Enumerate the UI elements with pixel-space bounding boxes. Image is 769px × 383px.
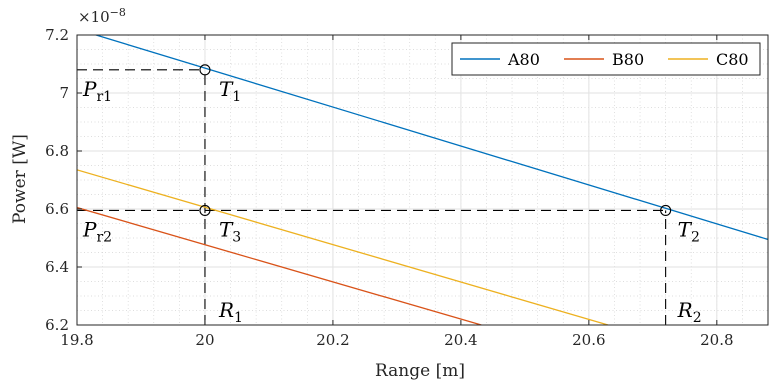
plot-frame	[76, 34, 769, 326]
intersection-marker	[199, 64, 211, 76]
annotation-r1: R1	[218, 298, 243, 326]
legend-label-a80: A80	[507, 50, 540, 69]
legend-label-b80: B80	[612, 50, 644, 69]
grid	[76, 34, 769, 326]
y-tick-label: 7.2	[45, 26, 69, 44]
x-tick-label: 20.2	[316, 331, 349, 349]
x-tick-label: 20.4	[444, 331, 477, 349]
x-axis-label: Range [m]	[375, 361, 465, 381]
annotation-t3: T3	[219, 217, 241, 245]
legend: A80 B80 C80	[451, 42, 761, 76]
x-tick-label: 20.8	[700, 331, 733, 349]
series-lines	[77, 35, 768, 325]
series-line-c80	[77, 169, 609, 325]
annotation-pr1: Pr1	[82, 77, 112, 105]
annotation-t2: T2	[678, 217, 700, 245]
guide-lines	[77, 69, 667, 325]
annotation-t1: T1	[219, 77, 241, 105]
axes-frame	[76, 34, 769, 326]
y-exponent-base: ×10	[78, 8, 110, 26]
tick-labels: 19.8 20 20.2 20.4 20.6 20.8 6.2 6.4 6.6 6.8 7 7.2	[45, 26, 733, 349]
series-line-b80	[77, 206, 482, 325]
x-tick-label: 20.6	[572, 331, 605, 349]
y-exponent-power: −8	[110, 6, 126, 19]
x-tick-label: 19.8	[60, 331, 93, 349]
y-tick-label: 6.4	[45, 258, 69, 276]
point-markers	[199, 64, 672, 216]
intersection-marker	[660, 204, 672, 216]
series-line-a80	[93, 35, 768, 241]
legend-box	[451, 42, 761, 76]
intersection-marker	[199, 204, 211, 216]
y-tick-label: 7	[59, 84, 69, 102]
legend-label-c80: C80	[716, 50, 749, 69]
x-tick-label: 20	[195, 331, 214, 349]
y-axis-label: Power [W]	[10, 134, 30, 224]
y-exponent-label: ×10−8	[78, 6, 126, 26]
y-tick-label: 6.6	[45, 200, 69, 218]
annotation-r2: R2	[677, 298, 702, 326]
y-tick-label: 6.8	[45, 142, 69, 160]
annotation-pr2: Pr2	[82, 217, 112, 245]
y-tick-label: 6.2	[45, 316, 69, 334]
point-annotations: Pr1 Pr2 T1 T3 T2 R1 R2	[82, 77, 702, 326]
